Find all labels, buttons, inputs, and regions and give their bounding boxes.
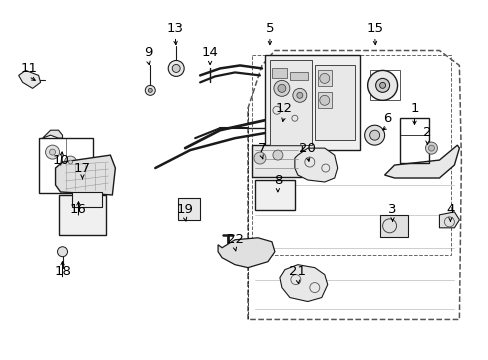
Circle shape [68,160,72,164]
Text: 4: 4 [446,203,454,216]
Circle shape [148,88,152,92]
Text: 5: 5 [265,22,274,35]
Polygon shape [279,265,327,302]
Circle shape [64,156,76,168]
Text: 11: 11 [20,62,37,75]
Text: 22: 22 [226,233,243,246]
Circle shape [319,95,329,105]
Bar [379,215,407,237]
Bar [178,198,200,220]
Bar [264,55,359,150]
Text: 15: 15 [366,22,382,35]
Polygon shape [439,212,458,228]
Bar [72,192,102,207]
Circle shape [168,60,184,76]
Circle shape [369,130,379,140]
Polygon shape [42,130,62,138]
Text: 14: 14 [201,46,218,59]
Text: 13: 13 [166,22,183,35]
Bar [59,195,106,235]
Text: 16: 16 [70,203,87,216]
Circle shape [375,78,389,92]
Bar [251,145,301,177]
Bar [289,72,307,80]
Circle shape [367,71,397,100]
Text: 17: 17 [74,162,91,175]
Circle shape [292,88,306,102]
Bar [271,68,286,78]
Circle shape [425,142,437,154]
Polygon shape [294,148,337,182]
Text: 2: 2 [422,126,431,139]
Bar [317,71,331,86]
Text: 12: 12 [275,102,292,115]
Circle shape [58,247,67,257]
Circle shape [253,152,265,164]
Polygon shape [19,71,41,88]
Polygon shape [218,238,274,268]
Circle shape [273,80,289,96]
Text: 18: 18 [54,265,71,278]
Text: 6: 6 [383,112,391,125]
Bar [251,55,450,255]
Text: 8: 8 [273,174,282,186]
Text: 10: 10 [52,154,69,167]
Bar [399,118,428,163]
Circle shape [277,84,285,92]
Polygon shape [384,145,458,178]
Circle shape [319,73,329,84]
Bar [254,180,294,210]
Circle shape [172,64,180,72]
Text: 3: 3 [387,203,396,216]
Text: 7: 7 [257,141,265,155]
Text: 21: 21 [289,265,305,278]
Circle shape [379,82,385,88]
Bar [269,60,311,145]
Polygon shape [56,155,115,195]
Text: 9: 9 [144,46,152,59]
Bar [314,66,354,140]
Circle shape [145,85,155,95]
Bar [317,92,331,108]
Circle shape [49,149,56,155]
Circle shape [427,145,433,151]
Text: 1: 1 [409,102,418,115]
Bar [369,71,399,100]
Circle shape [296,92,302,98]
Text: 19: 19 [176,203,193,216]
Circle shape [364,125,384,145]
Bar [39,138,93,193]
Circle shape [45,145,60,159]
Text: 20: 20 [299,141,316,155]
Circle shape [272,150,283,160]
